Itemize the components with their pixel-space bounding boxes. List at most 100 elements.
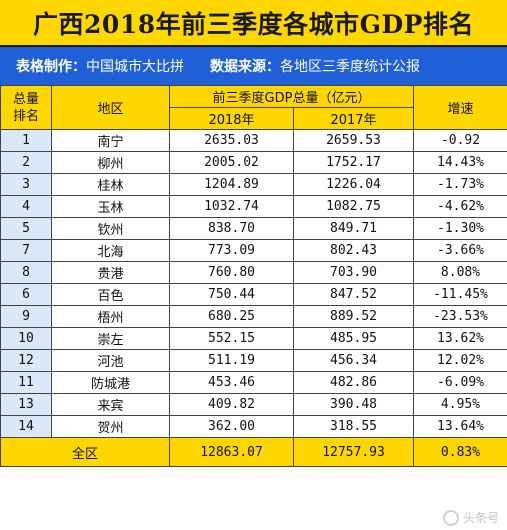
header-year-2018: 2018年 — [169, 107, 294, 130]
table-row: 3 桂林 1204.89 1226.04 -1.73% — [0, 173, 507, 196]
total-gdp-2018: 12863.07 — [169, 437, 294, 467]
cell-growth: -1.30% — [413, 217, 507, 240]
total-row: 全区 12863.07 12757.93 0.83% — [0, 437, 507, 467]
table-row: 2 柳州 2005.02 1752.17 14.43% — [0, 151, 507, 174]
cell-region: 来宾 — [51, 393, 170, 416]
cell-gdp-2018: 1032.74 — [169, 195, 294, 218]
cell-growth: -1.73% — [413, 173, 507, 196]
maker-value: 中国城市大比拼 — [86, 59, 184, 75]
cell-rank: 5 — [0, 217, 52, 240]
cell-gdp-2017: 456.34 — [293, 349, 414, 372]
cell-gdp-2018: 511.19 — [169, 349, 294, 372]
watermark-logo-icon — [442, 509, 459, 526]
header-rank-line2: 排名 — [12, 108, 39, 124]
table-row: 9 梧州 680.25 889.52 -23.53% — [0, 305, 507, 328]
cell-gdp-2018: 750.44 — [169, 283, 294, 306]
total-growth: 0.83% — [413, 437, 507, 467]
cell-region: 贺州 — [51, 415, 170, 438]
header-year-2017: 2017年 — [293, 107, 414, 130]
maker-label: 表格制作： — [16, 59, 86, 75]
cell-gdp-2017: 889.52 — [293, 305, 414, 328]
table-row: 7 北海 773.09 802.43 -3.66% — [0, 239, 507, 262]
cell-rank: 10 — [0, 327, 52, 350]
cell-growth: 13.64% — [413, 415, 507, 438]
cell-rank: 13 — [0, 393, 52, 416]
cell-gdp-2018: 760.80 — [169, 261, 294, 284]
cell-rank: 9 — [0, 305, 52, 328]
cell-growth: 12.02% — [413, 349, 507, 372]
cell-gdp-2018: 409.82 — [169, 393, 294, 416]
cell-gdp-2017: 1082.75 — [293, 195, 414, 218]
source-label: 数据来源： — [210, 59, 280, 75]
cell-gdp-2017: 1752.17 — [293, 151, 414, 174]
cell-region: 崇左 — [51, 327, 170, 350]
cell-gdp-2017: 318.55 — [293, 415, 414, 438]
page-title: 广西2018年前三季度各城市GDP排名 — [33, 9, 474, 39]
cell-growth: -3.66% — [413, 239, 507, 262]
cell-gdp-2017: 1226.04 — [293, 173, 414, 196]
cell-growth: -6.09% — [413, 371, 507, 394]
total-gdp-2017: 12757.93 — [293, 437, 414, 467]
cell-gdp-2018: 362.00 — [169, 415, 294, 438]
cell-rank: 11 — [0, 371, 52, 394]
cell-growth: 4.95% — [413, 393, 507, 416]
cell-rank: 8 — [0, 261, 52, 284]
cell-rank: 4 — [0, 195, 52, 218]
cell-region: 桂林 — [51, 173, 170, 196]
cell-gdp-2018: 453.46 — [169, 371, 294, 394]
header-region: 地区 — [51, 85, 170, 130]
source-value: 各地区三季度统计公报 — [280, 59, 420, 75]
cell-gdp-2017: 2659.53 — [293, 129, 414, 152]
cell-rank: 2 — [0, 151, 52, 174]
cell-growth: 13.62% — [413, 327, 507, 350]
cell-region: 南宁 — [51, 129, 170, 152]
title-bar: 广西2018年前三季度各城市GDP排名 — [0, 0, 507, 47]
cell-gdp-2017: 703.90 — [293, 261, 414, 284]
cell-growth: -0.92 — [413, 129, 507, 152]
cell-growth: -11.45% — [413, 283, 507, 306]
cell-region: 梧州 — [51, 305, 170, 328]
table-row: 13 来宾 409.82 390.48 4.95% — [0, 393, 507, 416]
header-rank-line1: 总量 — [12, 91, 39, 107]
table-row: 6 百色 750.44 847.52 -11.45% — [0, 283, 507, 306]
cell-growth: -23.53% — [413, 305, 507, 328]
cell-gdp-2018: 2005.02 — [169, 151, 294, 174]
cell-rank: 6 — [0, 283, 52, 306]
cell-gdp-2017: 485.95 — [293, 327, 414, 350]
table-row: 1 南宁 2635.03 2659.53 -0.92 — [0, 129, 507, 152]
table-row: 8 贵港 760.80 703.90 8.08% — [0, 261, 507, 284]
cell-gdp-2018: 552.15 — [169, 327, 294, 350]
cell-gdp-2018: 1204.89 — [169, 173, 294, 196]
cell-rank: 1 — [0, 129, 52, 152]
cell-region: 柳州 — [51, 151, 170, 174]
info-bar: 表格制作： 中国城市大比拼 数据来源： 各地区三季度统计公报 — [0, 47, 507, 85]
cell-growth: -4.62% — [413, 195, 507, 218]
table-row: 11 防城港 453.46 482.86 -6.09% — [0, 371, 507, 394]
cell-rank: 14 — [0, 415, 52, 438]
cell-growth: 14.43% — [413, 151, 507, 174]
total-label: 全区 — [0, 437, 170, 467]
table-row: 14 贺州 362.00 318.55 13.64% — [0, 415, 507, 438]
cell-region: 百色 — [51, 283, 170, 306]
header-rank: 总量 排名 — [0, 85, 52, 130]
cell-gdp-2017: 847.52 — [293, 283, 414, 306]
watermark: 头条号 — [442, 509, 499, 526]
cell-region: 防城港 — [51, 371, 170, 394]
header-growth: 增速 — [413, 85, 507, 130]
cell-gdp-2018: 2635.03 — [169, 129, 294, 152]
cell-region: 玉林 — [51, 195, 170, 218]
cell-growth: 8.08% — [413, 261, 507, 284]
cell-gdp-2017: 482.86 — [293, 371, 414, 394]
cell-gdp-2018: 838.70 — [169, 217, 294, 240]
cell-rank: 3 — [0, 173, 52, 196]
cell-region: 北海 — [51, 239, 170, 262]
cell-gdp-2018: 773.09 — [169, 239, 294, 262]
cell-region: 钦州 — [51, 217, 170, 240]
cell-region: 河池 — [51, 349, 170, 372]
cell-gdp-2017: 849.71 — [293, 217, 414, 240]
table-row: 4 玉林 1032.74 1082.75 -4.62% — [0, 195, 507, 218]
cell-rank: 7 — [0, 239, 52, 262]
table-body: 1 南宁 2635.03 2659.53 -0.92 2 柳州 2005.02 1752.17 1… — [0, 129, 507, 438]
